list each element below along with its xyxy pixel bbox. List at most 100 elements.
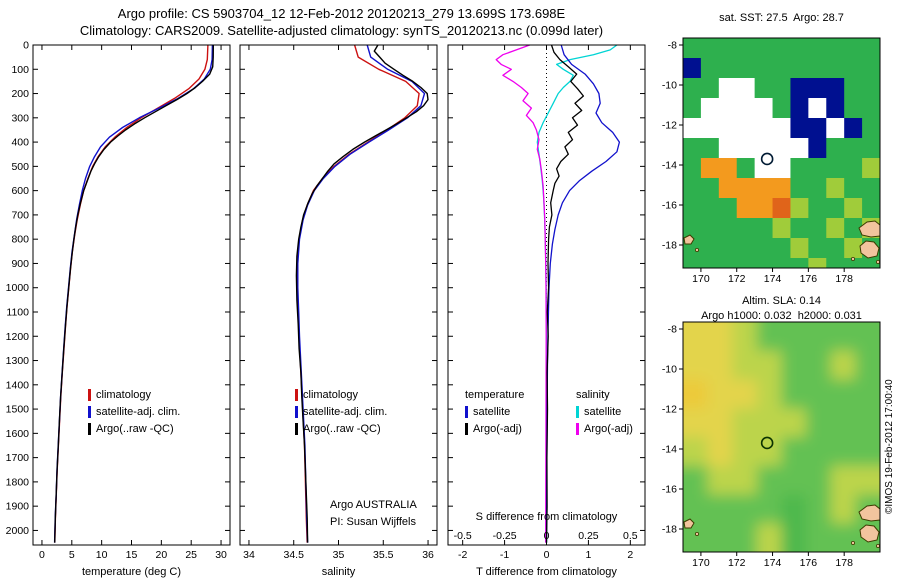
satellite-clim-line-swatch (295, 405, 298, 418)
svg-text:25: 25 (185, 549, 197, 561)
sla-map: 170 172 174 176 178 -8 -10 -12 -14 -16 -18 (662, 321, 881, 569)
s-difference-axis-label: S difference from climatology (475, 511, 618, 523)
svg-text:-18: -18 (662, 524, 677, 536)
svg-text:178: 178 (835, 273, 853, 285)
legend-item-argo-s: Argo(-adj) (576, 420, 633, 437)
legend-label: climatology (96, 388, 152, 401)
legend-label: Argo(-adj) (473, 422, 522, 435)
argo-t-line-swatch (465, 422, 468, 435)
svg-text:0.25: 0.25 (578, 530, 599, 542)
diff-legend-salinity: salinity satellite Argo(-adj) (576, 386, 633, 437)
legend-item-argo: Argo(..raw -QC) (295, 420, 387, 437)
temperature-axis-label: temperature (deg C) (81, 566, 182, 578)
svg-text:400: 400 (11, 137, 29, 149)
svg-text:2: 2 (627, 549, 633, 561)
legend-header-label: temperature (465, 388, 525, 401)
satellite-clim-line-swatch (88, 405, 91, 418)
svg-text:-10: -10 (662, 80, 677, 92)
legend-header-label: salinity (576, 388, 610, 401)
svg-text:1800: 1800 (6, 476, 30, 488)
svg-text:900: 900 (11, 258, 29, 270)
svg-text:-12: -12 (662, 404, 677, 416)
svg-text:1400: 1400 (6, 379, 30, 391)
svg-text:-16: -16 (662, 484, 677, 496)
argo-s-line-swatch (576, 422, 579, 435)
svg-text:176: 176 (800, 557, 818, 569)
svg-text:2000: 2000 (6, 525, 30, 537)
annotation-block: Argo AUSTRALIA PI: Susan Wijffels (330, 497, 417, 531)
legend-label: Argo(..raw -QC) (96, 422, 174, 435)
argo-position-marker (760, 436, 774, 450)
argo-line-swatch (295, 422, 298, 435)
salinity-axis-label: salinity (321, 566, 356, 578)
svg-text:178: 178 (835, 557, 853, 569)
svg-text:174: 174 (764, 557, 782, 569)
svg-text:34.5: 34.5 (284, 549, 305, 561)
temperature-legend: climatology satellite-adj. clim. Argo(..… (88, 386, 180, 437)
climatology-line-swatch (88, 388, 91, 401)
svg-text:20: 20 (156, 549, 168, 561)
satellite-t-line-swatch (465, 405, 468, 418)
legend-item-climatology: climatology (88, 386, 180, 403)
svg-text:1: 1 (585, 549, 591, 561)
legend-label: Argo(-adj) (584, 422, 633, 435)
svg-text:172: 172 (728, 273, 746, 285)
svg-text:100: 100 (11, 64, 29, 76)
sla-map-title-line2: Argo h1000: 0.032 h2000: 0.031 (701, 310, 862, 322)
svg-text:0: 0 (39, 549, 45, 561)
svg-text:172: 172 (728, 557, 746, 569)
svg-text:15: 15 (126, 549, 138, 561)
legend-item-climatology: climatology (295, 386, 387, 403)
svg-text:0: 0 (23, 40, 29, 52)
svg-text:800: 800 (11, 234, 29, 246)
climatology-line-swatch (295, 388, 298, 401)
series-argo-raw (295, 44, 429, 543)
legend-item-argo: Argo(..raw -QC) (88, 420, 180, 437)
sla-map-title-line1: Altim. SLA: 0.14 (742, 295, 821, 307)
svg-text:-16: -16 (662, 200, 677, 212)
legend-header-temperature: temperature (465, 386, 524, 403)
annotation-argo-australia: Argo AUSTRALIA (330, 499, 417, 511)
imos-credit: ©IMOS 19-Feb-2012 17:00:40 (884, 379, 895, 514)
legend-label: satellite (584, 405, 622, 418)
series-satellite-T (545, 44, 621, 543)
svg-text:-10: -10 (662, 364, 677, 376)
svg-text:174: 174 (764, 273, 782, 285)
series-argo-S (495, 44, 547, 543)
svg-text:-12: -12 (662, 120, 677, 132)
legend-item-satellite-clim: satellite-adj. clim. (295, 403, 387, 420)
svg-text:0: 0 (544, 530, 550, 542)
svg-text:-18: -18 (662, 240, 677, 252)
svg-text:700: 700 (11, 209, 29, 221)
temperature-profile-panel: 0 5 10 15 20 25 300100200300400500600700800900… (6, 40, 231, 561)
figure-title-line2: Climatology: CARS2009. Satellite-adjuste… (79, 23, 604, 38)
legend-label: satellite (473, 405, 511, 418)
islands (683, 220, 880, 264)
svg-text:600: 600 (11, 185, 29, 197)
legend-label: satellite-adj. clim. (303, 405, 388, 418)
svg-text:-8: -8 (668, 324, 677, 336)
svg-text:5: 5 (69, 549, 75, 561)
svg-text:170: 170 (692, 557, 710, 569)
legend-header-salinity: salinity (576, 386, 633, 403)
difference-panel: -2 -1 0 1 2 -0.5 -0.25 0 0.25 0.5 (447, 44, 646, 561)
svg-text:-0.5: -0.5 (454, 530, 472, 542)
svg-text:1100: 1100 (6, 306, 29, 318)
legend-item-satellite-clim: satellite-adj. clim. (88, 403, 180, 420)
svg-text:30: 30 (215, 549, 227, 561)
islands (683, 504, 880, 548)
salinity-legend: climatology satellite-adj. clim. Argo(..… (295, 386, 387, 437)
legend-label: climatology (303, 388, 359, 401)
svg-text:10: 10 (96, 549, 108, 561)
svg-text:36: 36 (422, 549, 434, 561)
legend-label: satellite-adj. clim. (96, 405, 181, 418)
diff-legend-temperature: temperature satellite Argo(-adj) (465, 386, 524, 437)
svg-text:500: 500 (11, 161, 29, 173)
svg-text:-8: -8 (668, 40, 677, 52)
svg-text:1900: 1900 (6, 501, 30, 513)
svg-text:0: 0 (544, 549, 550, 561)
series-argo-T (545, 44, 585, 543)
argo-line-swatch (88, 422, 91, 435)
